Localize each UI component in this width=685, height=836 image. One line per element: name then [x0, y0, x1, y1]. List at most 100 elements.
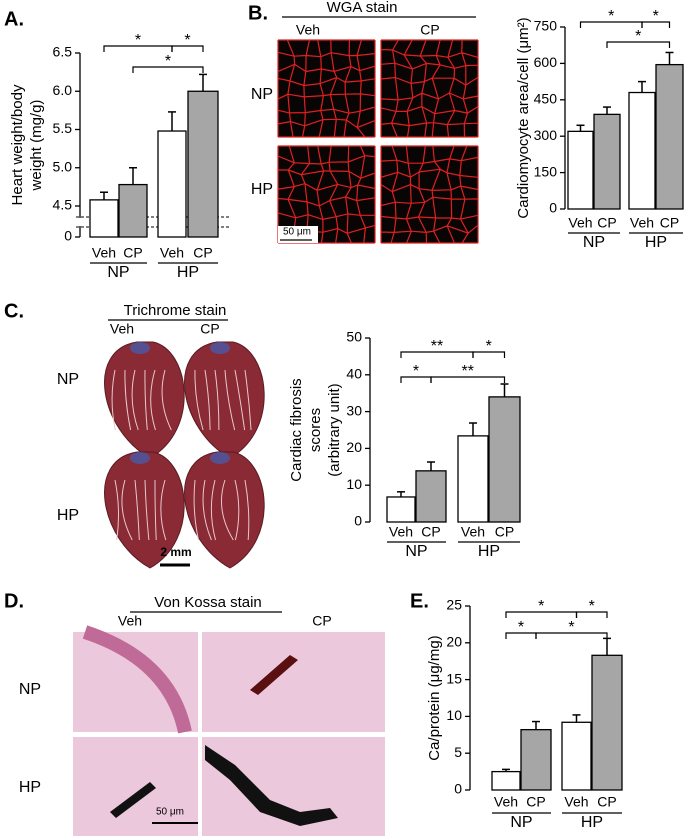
tissue-texture [224, 369, 236, 431]
row-label: HP [19, 779, 41, 796]
fibrosis [210, 342, 230, 354]
column-label: CP [420, 22, 439, 38]
bar [561, 721, 592, 791]
tissue-texture [131, 369, 139, 431]
calcification [205, 745, 338, 826]
x-tick-label: Veh [461, 524, 485, 540]
x-tick-label: CP [526, 794, 545, 810]
y-tick-label: 20 [346, 439, 362, 455]
y-tick-label: 4.5 [53, 197, 73, 213]
y-tick-label: 150 [534, 163, 558, 179]
tissue-texture [234, 369, 246, 431]
image-title: WGA stain [327, 0, 398, 16]
heart-section [104, 341, 185, 459]
panel-letter: A. [4, 8, 24, 30]
significance-bracket [641, 21, 671, 28]
y-tick-label: 0 [549, 200, 557, 216]
y-tick-label: 25 [446, 597, 462, 613]
bar [89, 199, 119, 238]
significance-mark: * [635, 28, 641, 45]
significance-mark: * [608, 8, 614, 25]
y-tick-label: 750 [534, 18, 558, 34]
y-tick-label: 15 [446, 670, 462, 686]
y-tick-label: 300 [534, 127, 558, 143]
panel-letter: B. [248, 2, 268, 24]
tissue-texture [114, 479, 120, 541]
row-label: NP [57, 371, 79, 388]
group-label: NP [405, 543, 427, 560]
tissue-texture [244, 369, 252, 431]
y-tick-label: 30 [346, 402, 362, 418]
tissue-texture [134, 479, 140, 541]
significance-bracket [132, 66, 204, 73]
tissue-texture [144, 369, 148, 431]
column-label: CP [200, 321, 219, 337]
significance-mark: * [486, 338, 492, 355]
y-tick-label: 40 [346, 366, 362, 382]
y-tick-label: 50 [346, 329, 362, 345]
y-axis-label: weight (mg/g) [28, 100, 45, 192]
tissue-texture [194, 369, 204, 431]
bar [386, 496, 416, 523]
column-label: Veh [296, 22, 320, 38]
panel-letter: E. [410, 590, 429, 612]
cell-membrane [380, 39, 479, 138]
x-tick-label: Veh [630, 215, 654, 231]
tissue-texture [202, 479, 212, 541]
tissue-texture [210, 479, 217, 541]
group-label: NP [107, 264, 129, 281]
tissue-texture [161, 369, 172, 431]
axis-gap [79, 218, 81, 226]
significance-mark: * [538, 598, 544, 615]
x-tick-label: CP [193, 245, 212, 261]
tissue-texture [220, 479, 234, 541]
tissue-texture [121, 479, 133, 541]
artery-wall [82, 625, 192, 734]
heart-section [184, 451, 265, 569]
tissue-texture [204, 369, 211, 431]
x-tick-label: Veh [92, 245, 116, 261]
significance-mark: * [165, 53, 171, 70]
scale-bar-bg [278, 226, 318, 243]
significance-mark: * [589, 598, 595, 615]
group-label: HP [478, 543, 500, 560]
micrograph [73, 737, 198, 836]
tissue-texture [214, 369, 220, 431]
cell-membrane [380, 145, 479, 244]
tissue-texture [124, 369, 132, 431]
x-tick-label: CP [660, 215, 679, 231]
bar [593, 113, 621, 210]
y-tick-label: 450 [534, 91, 558, 107]
y-tick-label: 600 [534, 54, 558, 70]
row-label: HP [57, 507, 79, 524]
y-axis-label: Cardiac fibrosis [288, 378, 305, 481]
row-label: HP [251, 181, 273, 198]
y-tick-label: 10 [346, 476, 362, 492]
y-axis-label: (arbitrary unit) [326, 383, 343, 476]
y-tick-label: 0 [454, 781, 462, 797]
x-tick-label: Veh [494, 794, 518, 810]
column-label: Veh [118, 613, 142, 629]
significance-mark: * [184, 32, 190, 49]
bar [591, 654, 623, 791]
y-tick-label: 20 [446, 634, 462, 650]
scale-bar-label: 50 μm [283, 227, 311, 238]
significance-bracket [430, 376, 506, 383]
fibrosis [130, 452, 150, 464]
column-label: CP [312, 613, 331, 629]
x-tick-label: Veh [564, 794, 588, 810]
scale-bar-label: 2 mm [160, 545, 191, 559]
x-tick-label: Veh [160, 245, 184, 261]
significance-mark: * [518, 619, 524, 636]
x-tick-label: CP [597, 794, 616, 810]
y-tick-label: 10 [446, 707, 462, 723]
y-axis-label: Heart weight/body [9, 84, 26, 205]
x-tick-label: CP [123, 245, 142, 261]
tissue-texture [234, 479, 240, 541]
tissue-texture [111, 369, 116, 431]
y-tick-label: 0 [64, 228, 72, 244]
row-label: NP [19, 681, 41, 698]
significance-bracket [606, 41, 671, 48]
